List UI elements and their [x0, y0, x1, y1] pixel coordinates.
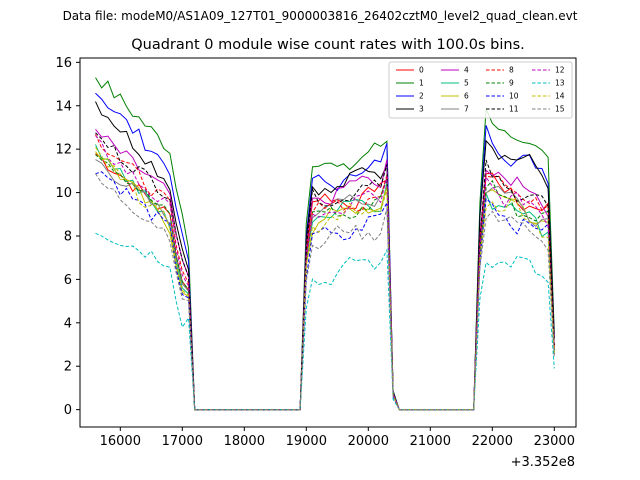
legend-label: 14: [555, 92, 565, 101]
y-tick-label: 6: [64, 273, 72, 288]
y-tick-label: 12: [55, 143, 72, 158]
chart-title: Quadrant 0 module wise count rates with …: [131, 37, 525, 53]
y-axis: 0 2 4 6 8 10 12 14 16: [55, 56, 80, 418]
legend-label: 15: [555, 105, 565, 114]
series-line-15: [95, 173, 555, 411]
legend-label: 5: [464, 79, 469, 88]
legend-label: 0: [419, 66, 424, 75]
series-layer: [95, 77, 555, 411]
x-tick-label: 17000: [162, 434, 203, 449]
y-tick-label: 16: [55, 56, 72, 71]
x-tick-label: 21000: [410, 434, 451, 449]
x-offset-label: +3.352e8: [511, 455, 575, 470]
legend-label: 2: [419, 92, 424, 101]
legend-label: 6: [464, 92, 469, 101]
series-line-13: [95, 232, 555, 411]
y-tick-label: 10: [55, 186, 72, 201]
x-tick-label: 16000: [100, 434, 141, 449]
legend-label: 12: [555, 66, 565, 75]
y-tick-label: 14: [55, 99, 72, 114]
suptitle: Data file: modeM0/AS1A09_127T01_90000038…: [63, 9, 578, 23]
legend-label: 3: [419, 105, 424, 114]
legend-box: [388, 61, 573, 119]
legend-label: 13: [555, 79, 565, 88]
legend-label: 11: [509, 105, 519, 114]
x-tick-label: 19000: [286, 434, 327, 449]
legend-label: 1: [419, 79, 424, 88]
y-tick-label: 8: [64, 229, 72, 244]
y-tick-label: 2: [64, 360, 72, 375]
x-tick-label: 20000: [348, 434, 389, 449]
x-tick-label: 23000: [534, 434, 575, 449]
y-tick-label: 4: [64, 316, 72, 331]
x-tick-label: 18000: [224, 434, 265, 449]
legend-label: 9: [509, 79, 514, 88]
y-tick-label: 0: [64, 403, 72, 418]
x-tick-label: 22000: [472, 434, 513, 449]
legend-label: 4: [464, 66, 469, 75]
x-axis: 16000 17000 18000 19000 20000 21000 22000 23000: [100, 427, 575, 449]
legend-label: 7: [464, 105, 469, 114]
legend-label: 10: [509, 92, 519, 101]
plot-frame: [79, 57, 577, 428]
legend-label: 8: [509, 66, 514, 75]
